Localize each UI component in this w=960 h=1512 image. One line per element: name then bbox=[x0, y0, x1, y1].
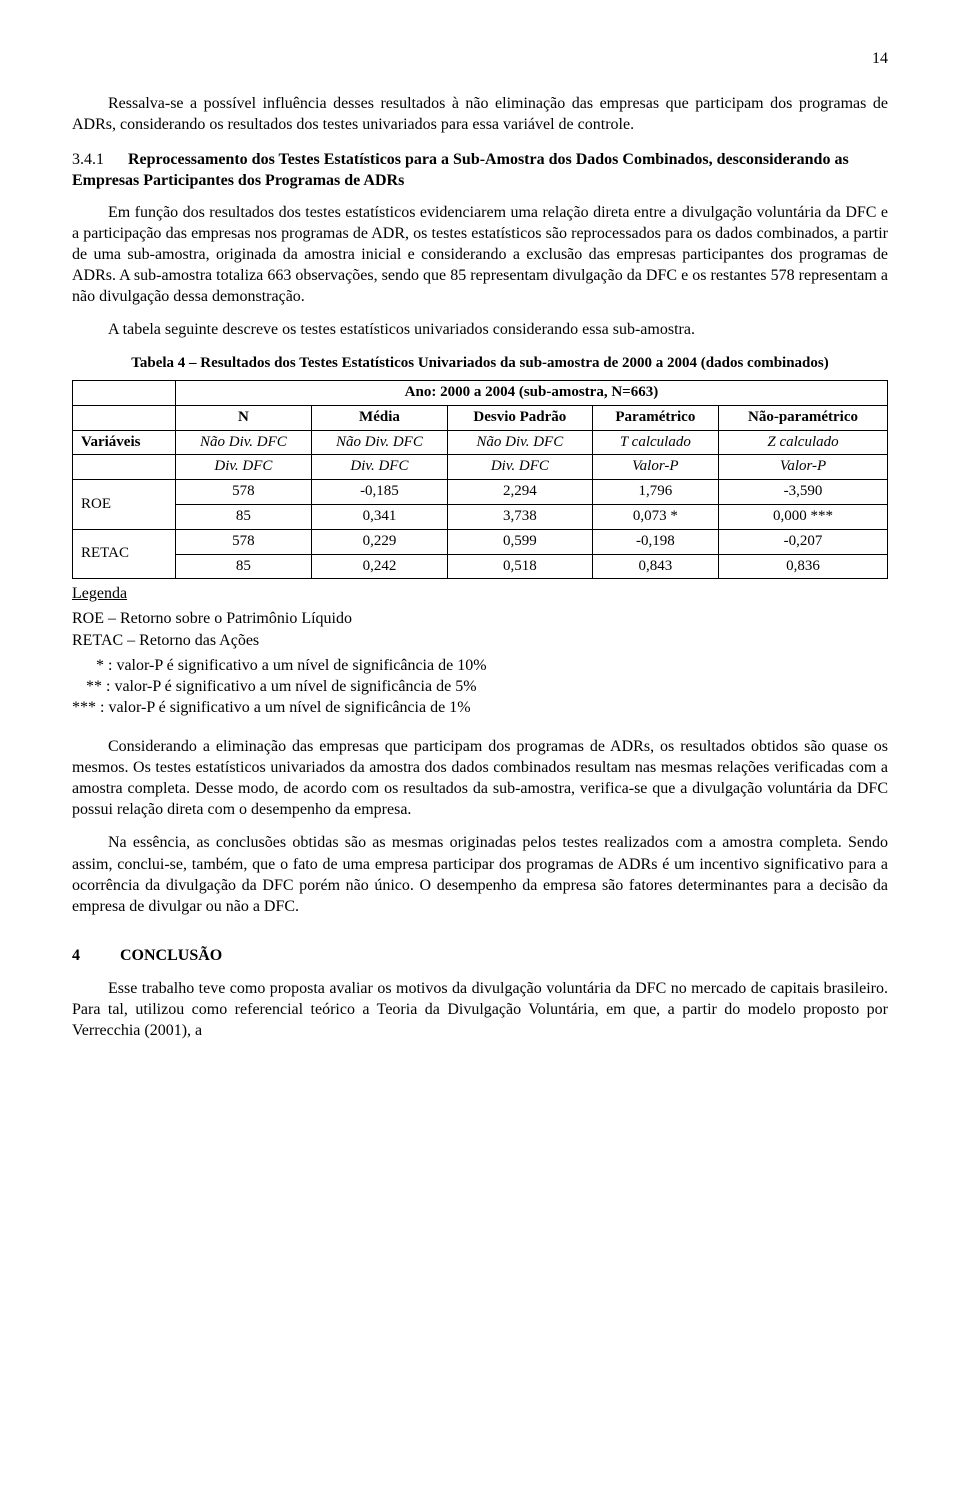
legend-retac: RETAC – Retorno das Ações bbox=[72, 630, 888, 651]
table4-sub2-row: Div. DFC Div. DFC Div. DFC Valor-P Valor… bbox=[73, 455, 888, 480]
table-cell bbox=[73, 405, 176, 430]
table-cell: -3,590 bbox=[719, 480, 888, 505]
table-cell: -0,207 bbox=[719, 529, 888, 554]
table-row: 85 0,341 3,738 0,073 * 0,000 *** bbox=[73, 504, 888, 529]
col-variaveis: Variáveis bbox=[73, 430, 176, 455]
page-number: 14 bbox=[72, 48, 888, 69]
section-3-4-1-head: 3.4.1 Reprocessamento dos Testes Estatís… bbox=[72, 149, 888, 191]
table-cell: 578 bbox=[175, 480, 311, 505]
table4-caption: Tabela 4 – Resultados dos Testes Estatís… bbox=[72, 354, 888, 374]
table-row: ROE 578 -0,185 2,294 1,796 -3,590 bbox=[73, 480, 888, 505]
table-cell: 3,738 bbox=[447, 504, 592, 529]
table-cell: Não Div. DFC bbox=[447, 430, 592, 455]
table-cell: Valor-P bbox=[592, 455, 718, 480]
table4-spanhead: Ano: 2000 a 2004 (sub-amostra, N=663) bbox=[175, 381, 887, 406]
table-cell: 0,242 bbox=[311, 554, 447, 579]
col-desvio: Desvio Padrão bbox=[447, 405, 592, 430]
table-cell: 0,843 bbox=[592, 554, 718, 579]
col-parametrico: Paramétrico bbox=[592, 405, 718, 430]
col-n: N bbox=[175, 405, 311, 430]
table-cell: Valor-P bbox=[719, 455, 888, 480]
table-cell: Não Div. DFC bbox=[175, 430, 311, 455]
table-cell: Div. DFC bbox=[175, 455, 311, 480]
var-retac: RETAC bbox=[73, 529, 176, 579]
legend-roe: ROE – Retorno sobre o Patrimônio Líquido bbox=[72, 608, 888, 629]
paragraph-intro: Ressalva-se a possível influência desses… bbox=[72, 93, 888, 135]
paragraph-table-intro: A tabela seguinte descreve os testes est… bbox=[72, 319, 888, 340]
note-5pct: ** : valor-P é significativo a um nível … bbox=[72, 676, 888, 697]
table-cell: 85 bbox=[175, 554, 311, 579]
table4-spanhead-row: Ano: 2000 a 2004 (sub-amostra, N=663) bbox=[73, 381, 888, 406]
col-media: Média bbox=[311, 405, 447, 430]
table-cell: Div. DFC bbox=[447, 455, 592, 480]
section-conclusion-num: 4 bbox=[72, 945, 116, 966]
table-cell: 0,341 bbox=[311, 504, 447, 529]
table-cell: 0,518 bbox=[447, 554, 592, 579]
note-1pct: *** : valor-P é significativo a um nível… bbox=[72, 697, 888, 718]
table-cell: 85 bbox=[175, 504, 311, 529]
legend-label: Legenda bbox=[72, 583, 888, 604]
section-conclusion-title: CONCLUSÃO bbox=[120, 947, 222, 964]
table-cell: 0,000 *** bbox=[719, 504, 888, 529]
table-row: 85 0,242 0,518 0,843 0,836 bbox=[73, 554, 888, 579]
paragraph-method: Em função dos resultados dos testes esta… bbox=[72, 202, 888, 308]
table-cell: 0,229 bbox=[311, 529, 447, 554]
table-cell: Z calculado bbox=[719, 430, 888, 455]
table-cell: Não Div. DFC bbox=[311, 430, 447, 455]
table4: Ano: 2000 a 2004 (sub-amostra, N=663) N … bbox=[72, 380, 888, 579]
table-cell: 0,599 bbox=[447, 529, 592, 554]
section-number: 3.4.1 bbox=[72, 151, 104, 168]
var-roe: ROE bbox=[73, 480, 176, 530]
paragraph-result2: Na essência, as conclusões obtidas são a… bbox=[72, 832, 888, 916]
section-conclusion-head: 4 CONCLUSÃO bbox=[72, 945, 888, 966]
table-cell: 1,796 bbox=[592, 480, 718, 505]
table-cell: 0,073 * bbox=[592, 504, 718, 529]
table-row: RETAC 578 0,229 0,599 -0,198 -0,207 bbox=[73, 529, 888, 554]
paragraph-conclusion: Esse trabalho teve como proposta avaliar… bbox=[72, 978, 888, 1041]
table-cell: 578 bbox=[175, 529, 311, 554]
significance-notes: * : valor-P é significativo a um nível d… bbox=[72, 655, 888, 718]
table-cell: -0,198 bbox=[592, 529, 718, 554]
table-cell: Div. DFC bbox=[311, 455, 447, 480]
table-cell: 0,836 bbox=[719, 554, 888, 579]
table4-empty-cell bbox=[73, 381, 176, 406]
section-title: Reprocessamento dos Testes Estatísticos … bbox=[72, 151, 849, 189]
col-naoparametrico: Não-paramétrico bbox=[719, 405, 888, 430]
table4-head-row: N Média Desvio Padrão Paramétrico Não-pa… bbox=[73, 405, 888, 430]
table-cell: 2,294 bbox=[447, 480, 592, 505]
table-cell: T calculado bbox=[592, 430, 718, 455]
table-cell: -0,185 bbox=[311, 480, 447, 505]
note-10pct: * : valor-P é significativo a um nível d… bbox=[72, 655, 888, 676]
table-cell bbox=[73, 455, 176, 480]
table4-sub1-row: Variáveis Não Div. DFC Não Div. DFC Não … bbox=[73, 430, 888, 455]
paragraph-result1: Considerando a eliminação das empresas q… bbox=[72, 736, 888, 820]
